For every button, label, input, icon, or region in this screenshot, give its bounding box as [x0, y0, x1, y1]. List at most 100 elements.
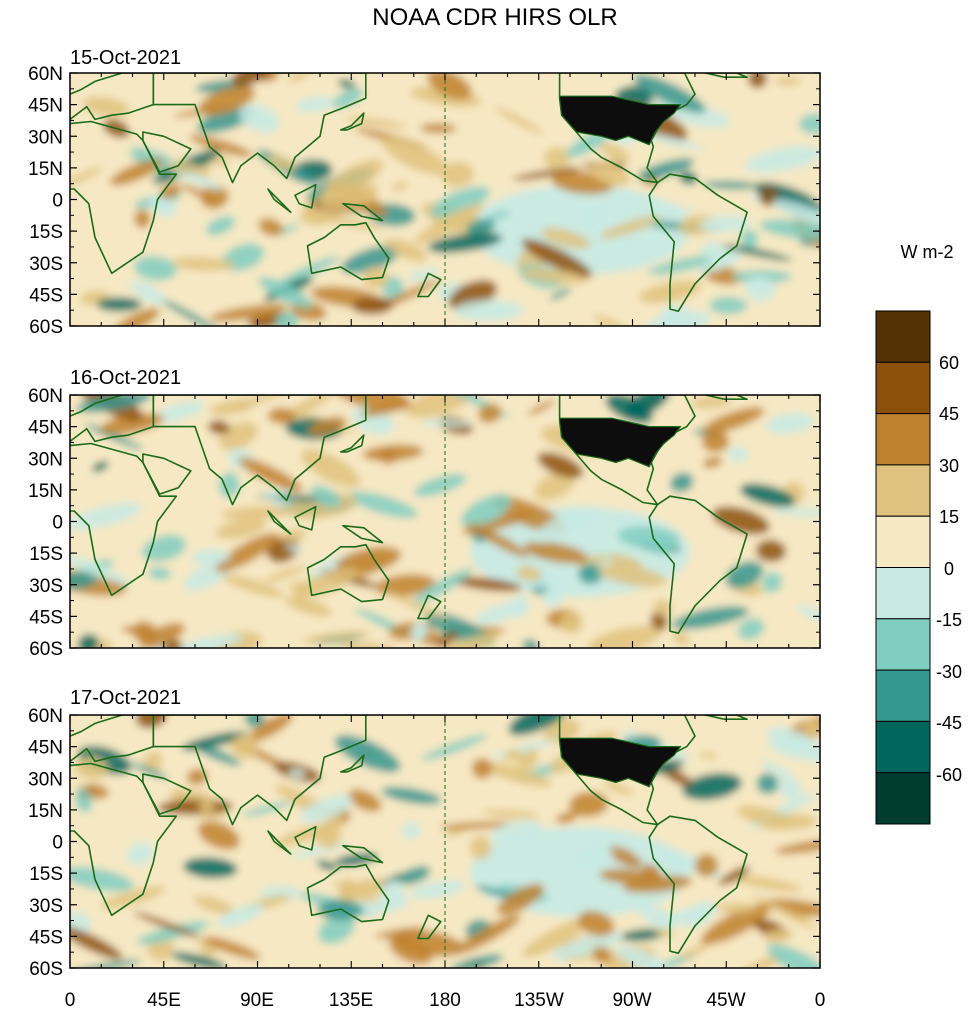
coastline-shape: [142, 131, 192, 173]
colorbar-label: -15: [936, 610, 962, 630]
longitude-tick-label: 90W: [612, 990, 651, 1011]
latitude-tick-label: 45S: [29, 285, 63, 306]
panel-date-label: 16-Oct-2021: [70, 367, 181, 389]
colorbar: W m-2 60 45 30 15 0 -15 -30 -45 -60: [875, 242, 962, 825]
latitude-tick-label: 0: [52, 191, 63, 212]
coastlines: [70, 63, 804, 313]
latitude-tick-label: 30S: [29, 576, 63, 597]
longitude-tick-label: 180: [429, 990, 461, 1011]
colorbar-label: -30: [936, 662, 962, 682]
map-panel: 16-Oct-2021 60N 45N 30N 15N 0 15S 30S 45S 60S: [28, 367, 821, 660]
longitude-tick-label: 0: [815, 990, 826, 1011]
coastline-shape: [267, 830, 292, 855]
coastline-shape: [787, 63, 804, 69]
coastline-shape: [70, 120, 178, 275]
latitude-tick-label: 15N: [28, 159, 63, 180]
latitude-tick-label: 60N: [28, 386, 63, 407]
latitude-tick-label: 45S: [29, 927, 63, 948]
coastline-shape: [294, 183, 317, 209]
latitude-tick-label: 15S: [29, 222, 63, 243]
coastline-shape: [306, 221, 390, 281]
latitude-tick-label: 30S: [29, 254, 63, 275]
longitude-tick-label: 90E: [240, 990, 274, 1011]
usa-land-mask: [558, 737, 682, 788]
coastline-shape: [787, 385, 804, 391]
latitude-tick-label: 60N: [28, 706, 63, 727]
latitude-tick-label: 60S: [29, 959, 63, 980]
longitude-axis: 0 45E 90E 135E 180 135W 90W 45W 0: [65, 990, 826, 1011]
coastline-shape: [152, 73, 367, 184]
coastline-shape: [152, 395, 367, 506]
coastline-shape: [267, 188, 292, 213]
coastline-shape: [142, 773, 192, 815]
coastline-shape: [142, 453, 192, 495]
map-panel: 17-Oct-2021 60N 45N 30N 15N 0 15S 30S 45S 60S: [28, 687, 821, 980]
colorbar-units: W m-2: [901, 242, 954, 262]
longitude-tick-label: 0: [65, 990, 76, 1011]
olr-anomaly-field: [70, 715, 820, 968]
latitude-tick-label: 45N: [28, 96, 63, 117]
coastlines: [70, 385, 804, 635]
latitude-tick-label: 30N: [28, 449, 63, 470]
usa-land-mask: [558, 417, 682, 468]
coastline-shape: [70, 762, 178, 917]
colorbar-swatch: [875, 618, 931, 671]
colorbar-label: 15: [939, 507, 959, 527]
coastline-shape: [306, 863, 390, 923]
colorbar-swatch: [875, 720, 931, 774]
colorbar-swatches: [875, 310, 931, 825]
colorbar-swatch: [875, 567, 931, 620]
latitude-tick-label: 30N: [28, 127, 63, 148]
latitude-tick-label: 15S: [29, 544, 63, 565]
latitude-tick-label: 15N: [28, 481, 63, 502]
colorbar-swatch: [875, 669, 931, 722]
latitude-tick-label: 0: [52, 833, 63, 854]
coastlines: [70, 715, 748, 955]
coastline-shape: [294, 505, 317, 531]
coastline-shape: [267, 510, 292, 535]
colorbar-swatch: [875, 464, 931, 517]
coastline-shape: [342, 844, 384, 864]
colorbar-label: 0: [944, 559, 954, 579]
coastline-shape: [648, 815, 748, 955]
colorbar-label: 30: [939, 456, 959, 476]
latitude-tick-label: 0: [52, 513, 63, 534]
colorbar-swatch: [875, 361, 931, 415]
figure-title: NOAA CDR HIRS OLR: [372, 4, 617, 31]
colorbar-labels: 60 45 30 15 0 -15 -30 -45 -60: [936, 353, 962, 785]
latitude-axis: 60N 45N 30N 15N 0 15S 30S 45S 60S: [28, 386, 63, 660]
coastline-shape: [70, 442, 178, 597]
olr-anomaly-field: [70, 73, 820, 326]
longitude-tick-label: 135E: [329, 990, 373, 1011]
latitude-tick-label: 45N: [28, 738, 63, 759]
colorbar-label: -45: [936, 713, 962, 733]
coastline-shape: [417, 272, 442, 298]
latitude-tick-label: 45S: [29, 607, 63, 628]
latitude-tick-label: 60N: [28, 64, 63, 85]
latitude-tick-label: 30S: [29, 896, 63, 917]
longitude-tick-label: 135W: [514, 990, 564, 1011]
coastline-shape: [704, 715, 748, 721]
colorbar-swatch: [875, 413, 931, 466]
coastline-shape: [339, 434, 365, 453]
panel-date-label: 15-Oct-2021: [70, 47, 181, 69]
coastline-shape: [417, 914, 442, 940]
latitude-axis: 60N 45N 30N 15N 0 15S 30S 45S 60S: [28, 706, 63, 980]
latitude-axis: 60N 45N 30N 15N 0 15S 30S 45S 60S: [28, 64, 63, 338]
latitude-tick-label: 60S: [29, 317, 63, 338]
usa-land-mask: [558, 95, 682, 146]
longitude-tick-label: 45E: [147, 990, 181, 1011]
colorbar-label: -60: [936, 765, 962, 785]
coastline-shape: [294, 825, 317, 851]
coastline-shape: [339, 754, 365, 773]
coastline-shape: [342, 524, 384, 544]
coastline-shape: [704, 73, 748, 78]
latitude-tick-label: 30N: [28, 769, 63, 790]
latitude-tick-label: 60S: [29, 639, 63, 660]
coastline-shape: [648, 495, 748, 635]
coastline-shape: [648, 173, 748, 313]
map-panel: 15-Oct-2021 60N 45N 30N 15N 0 15S 30S 45S 60S: [28, 47, 821, 338]
colorbar-swatch: [875, 772, 931, 825]
panel-date-label: 17-Oct-2021: [70, 687, 181, 709]
